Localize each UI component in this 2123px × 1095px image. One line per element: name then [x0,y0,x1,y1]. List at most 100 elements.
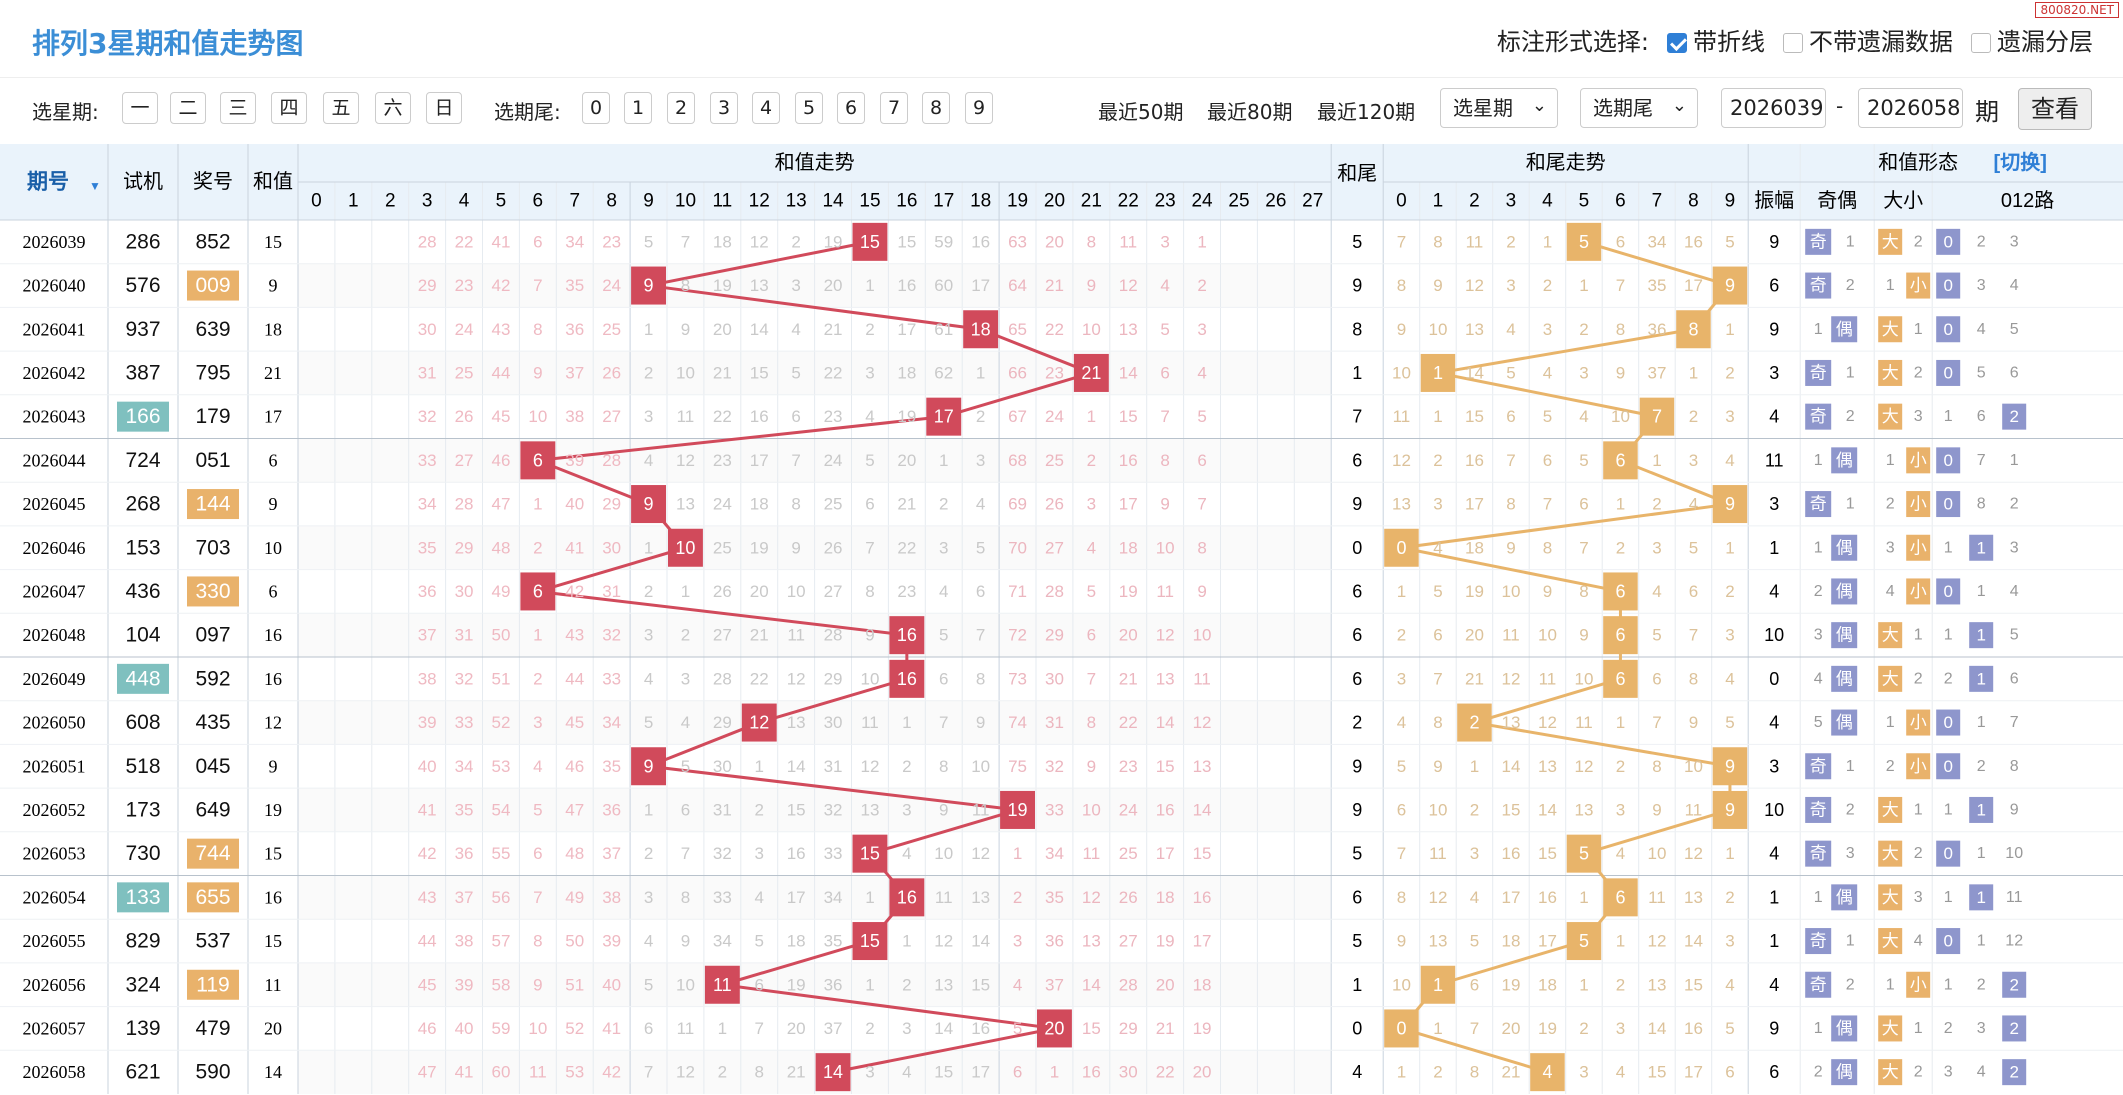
tail-miss-cell: 1 [1725,320,1734,339]
big-small-marker [1906,753,1931,780]
weekday-select[interactable]: 选星期 ⌄ [1440,88,1558,128]
tail-button-3[interactable]: 3 [710,92,738,124]
sum-miss-cell: 5 [533,800,542,819]
weekday-button-thu[interactable]: 四 [271,92,307,124]
sum-miss-cell: 64 [1008,276,1027,295]
period-cell: 2026042 [23,363,86,383]
tail-miss-cell: 1 [1543,232,1552,251]
switch-link[interactable]: [切换] [1994,150,2047,174]
checkbox-icon[interactable] [1971,33,1991,53]
tail-button-4[interactable]: 4 [752,92,780,124]
weekday-button-sun[interactable]: 日 [426,92,462,124]
odd-even-value: 偶 [1836,669,1853,688]
test-cell: 268 [125,493,160,516]
tail-miss-cell: 6 [1543,451,1552,470]
sum-miss-cell: 13 [971,888,990,907]
tail-miss-cell: 7 [1506,451,1515,470]
amp-cell: 6 [1769,1062,1779,1082]
tail-hit-value: 9 [1725,494,1735,514]
test-cell: 724 [125,449,160,472]
tail-cell: 5 [1352,931,1362,951]
from-period-input[interactable]: 2026039 [1721,88,1826,128]
tail-miss-cell: 8 [1543,538,1552,557]
tail-miss-cell: 1 [1616,495,1625,514]
recent-50-link[interactable]: 最近50期 [1098,100,1184,124]
sum-miss-cell: 10 [528,407,547,426]
tail-button-9[interactable]: 9 [965,92,993,124]
sum-col-header: 0 [311,191,322,212]
tail-cell: 6 [1352,887,1362,907]
weekday-button-fri[interactable]: 五 [323,92,359,124]
option-no-miss-data[interactable]: 不带遗漏数据 [1783,22,1953,57]
sum-miss-cell: 35 [565,276,584,295]
sum-miss-cell: 39 [602,932,621,951]
recent-120-link[interactable]: 最近120期 [1317,100,1416,124]
sum-miss-cell: 39 [418,713,437,732]
tail-miss-cell: 4 [1616,1063,1625,1082]
route-012-marker [2002,971,2027,998]
checkbox-icon[interactable] [1783,33,1803,53]
weekday-label: 选星期: [32,100,99,124]
weekday-button-sat[interactable]: 六 [375,92,411,124]
big-small-value: 大 [1882,232,1899,251]
sum-miss-cell: 8 [1087,713,1096,732]
big-small-value: 大 [1882,800,1899,819]
test-highlight [117,882,169,913]
tail-miss-cell: 36 [1647,320,1666,339]
tail-button-8[interactable]: 8 [922,92,950,124]
query-button[interactable]: 查看 [2018,88,2092,130]
tail-trend-line [1437,371,1658,419]
tail-button-2[interactable]: 2 [667,92,695,124]
test-cell: 621 [125,1061,160,1084]
test-cell: 153 [125,536,160,559]
sum-miss-cell: 8 [1197,538,1206,557]
big-small-marker [1878,840,1903,867]
sum-miss-cell: 5 [1160,320,1169,339]
tail-cell: 6 [1352,450,1362,470]
tail-miss-cell: 13 [1574,800,1593,819]
weekday-button-mon[interactable]: 一 [122,92,158,124]
tail-miss-cell: 17 [1501,888,1520,907]
tail-miss-cell: 12 [1392,451,1411,470]
tail-miss-cell: 5 [1725,713,1734,732]
sum-miss-cell: 41 [418,800,437,819]
sum-col-header: 17 [933,191,954,212]
tail-miss-cell: 9 [1652,800,1661,819]
big-small-value: 小 [1910,538,1927,557]
weekday-button-wed[interactable]: 三 [220,92,256,124]
sum-hit-value: 9 [644,756,654,776]
sum-cell: 14 [264,1062,282,1082]
big-small-marker [1878,796,1903,823]
sum-miss-cell: 57 [491,932,510,951]
sum-miss-cell: 14 [1193,800,1212,819]
tail-button-7[interactable]: 7 [880,92,908,124]
weekday-button-tue[interactable]: 二 [170,92,206,124]
tail-button-6[interactable]: 6 [837,92,865,124]
option-miss-layer[interactable]: 遗漏分层 [1971,22,2093,57]
award-cell: 744 [195,842,230,865]
tail-select[interactable]: 选期尾 ⌄ [1580,88,1698,128]
tail-label: 选期尾: [494,100,561,124]
tail-button-5[interactable]: 5 [795,92,823,124]
sum-miss-cell: 21 [1045,276,1064,295]
sort-desc-icon[interactable]: ▼ [89,179,101,193]
sum-miss-cell: 28 [824,626,843,645]
checkbox-icon[interactable] [1667,33,1687,53]
tail-miss-cell: 11 [1539,669,1557,688]
sum-miss-cell: 18 [1119,538,1138,557]
period-header[interactable]: 期号 [27,171,69,194]
sum-miss-cell: 43 [418,888,437,907]
chevron-down-icon: ⌄ [1671,95,1687,116]
tail-button-1[interactable]: 1 [624,92,652,124]
option-with-line[interactable]: 带折线 [1667,22,1765,57]
tail-button-0[interactable]: 0 [582,92,610,124]
tail-hit-marker [1566,922,1602,961]
recent-80-link[interactable]: 最近80期 [1207,100,1293,124]
tail-cell: 0 [1352,1018,1362,1038]
route-012-miss: 3 [1977,1020,1986,1037]
sum-miss-cell: 3 [1197,320,1206,339]
amp-cell: 4 [1769,975,1779,995]
to-period-input[interactable]: 2026058 [1858,88,1963,128]
tail-miss-cell: 11 [1648,888,1666,907]
sum-miss-cell: 29 [602,495,621,514]
